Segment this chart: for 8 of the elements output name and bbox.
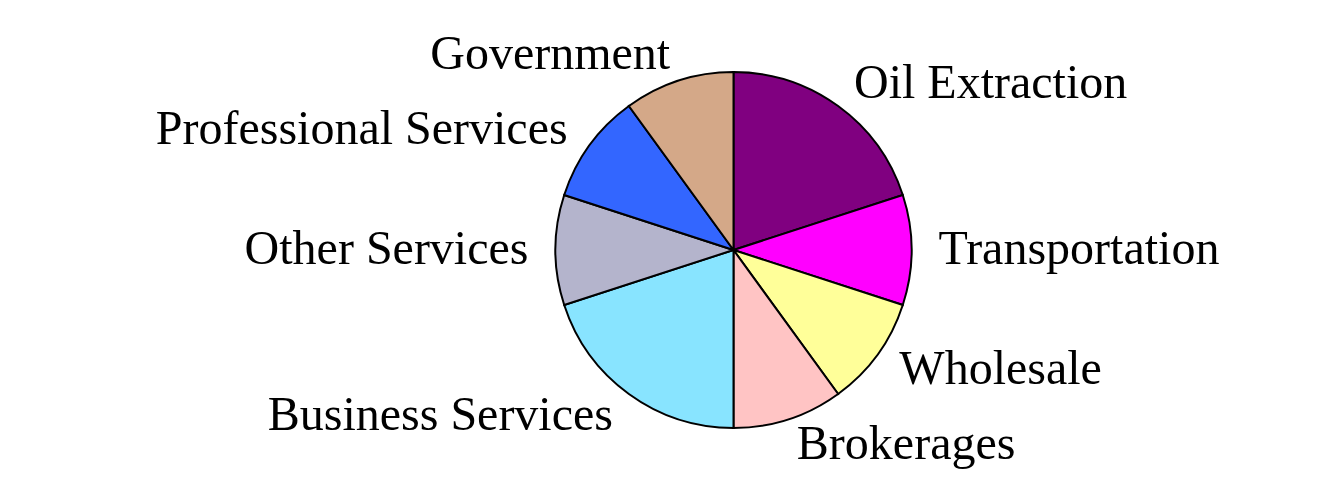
slice-label: Government <box>430 26 671 80</box>
slice-label: Brokerages <box>796 415 1016 469</box>
slice-label: Other Services <box>244 221 529 274</box>
slice-label: Oil Extraction <box>854 55 1128 109</box>
slice-label: Business Services <box>267 386 613 440</box>
slice-label: Professional Services <box>155 100 568 154</box>
slice-label: Transportation <box>938 221 1220 274</box>
slice-label: Wholesale <box>899 341 1102 395</box>
